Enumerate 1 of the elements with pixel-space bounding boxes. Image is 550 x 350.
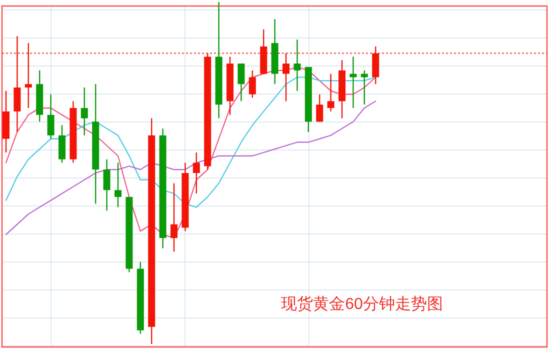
- text: 现货黄金60分钟走势图: [281, 295, 443, 313]
